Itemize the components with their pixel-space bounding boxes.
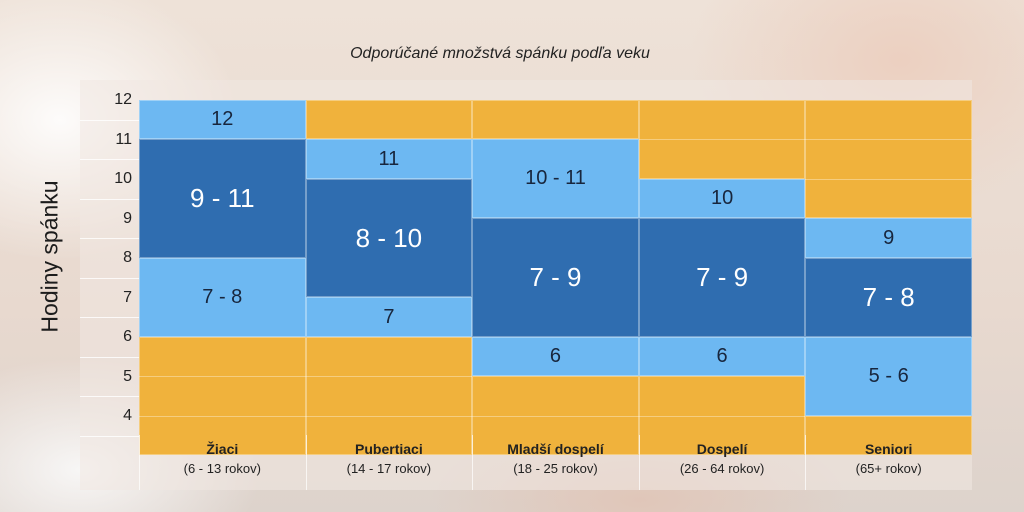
band-may-be-appropriate: 5 - 6 bbox=[805, 336, 972, 416]
gridline bbox=[472, 415, 639, 417]
band-not-recommended bbox=[472, 99, 639, 140]
category-name: Mladší dospelí bbox=[507, 441, 604, 457]
column-divider bbox=[805, 435, 807, 490]
gridline bbox=[805, 178, 972, 180]
band-may-be-appropriate: 10 - 11 bbox=[472, 139, 639, 219]
band-may-be-appropriate: 6 bbox=[472, 336, 639, 377]
y-tick-label: 12 bbox=[114, 91, 132, 108]
category-age: (6 - 13 rokov) bbox=[183, 461, 261, 476]
category-name: Žiaci bbox=[206, 441, 239, 457]
gridline bbox=[80, 159, 139, 160]
chart-title: Odporúčané množstvá spánku podľa veku bbox=[350, 45, 650, 62]
gridline bbox=[80, 435, 139, 437]
x-category-label: Žiaci (6 - 13 rokov) bbox=[139, 440, 306, 485]
y-tick-label: 5 bbox=[123, 367, 132, 385]
y-axis-label: Hodiny spánku bbox=[36, 180, 63, 333]
category-name: Dospelí bbox=[696, 441, 748, 457]
band-not-recommended bbox=[638, 99, 806, 179]
gridline bbox=[80, 317, 139, 318]
gridline bbox=[80, 356, 139, 358]
band-recommended: 7 - 9 bbox=[638, 218, 806, 337]
gridline bbox=[805, 139, 972, 141]
category-name: Seniori bbox=[864, 441, 913, 457]
column-divider bbox=[638, 435, 640, 490]
gridline bbox=[305, 376, 473, 378]
gridline bbox=[139, 415, 306, 417]
band-recommended: 7 - 8 bbox=[805, 257, 972, 337]
y-tick-label: 7 bbox=[123, 288, 132, 306]
band-not-recommended bbox=[139, 336, 306, 456]
gridline bbox=[80, 238, 139, 239]
category-name: Pubertiaci bbox=[355, 441, 423, 457]
band-not-recommended bbox=[805, 415, 972, 456]
band-may-be-appropriate: 9 bbox=[805, 218, 972, 258]
column-divider bbox=[139, 435, 140, 490]
category-age: (65+ rokov) bbox=[855, 461, 922, 476]
gridline bbox=[638, 415, 806, 417]
category-age: (14 - 17 rokov) bbox=[346, 461, 432, 476]
x-category-label: Pubertiaci (14 - 17 rokov) bbox=[306, 440, 473, 485]
category-age: (26 - 64 rokov) bbox=[679, 461, 765, 476]
gridline bbox=[80, 119, 139, 121]
y-tick-label: 4 bbox=[123, 407, 132, 424]
band-may-be-appropriate: 10 bbox=[638, 178, 806, 219]
band-not-recommended bbox=[305, 99, 473, 140]
y-tick-label: 6 bbox=[123, 328, 132, 345]
x-category-label: Seniori (65+ rokov) bbox=[805, 440, 972, 485]
gridline bbox=[80, 198, 139, 200]
gridline bbox=[638, 139, 806, 141]
band-not-recommended bbox=[638, 376, 806, 456]
y-tick-label: 11 bbox=[115, 130, 132, 148]
band-recommended: 9 - 11 bbox=[139, 139, 306, 258]
y-tick-label: 9 bbox=[123, 209, 132, 227]
band-may-be-appropriate: 7 bbox=[305, 297, 473, 337]
y-tick-label: 10 bbox=[114, 170, 132, 187]
column-divider bbox=[305, 435, 307, 490]
band-not-recommended bbox=[472, 376, 639, 456]
gridline bbox=[305, 415, 473, 417]
x-category-label: Dospelí (26 - 64 rokov) bbox=[639, 440, 806, 485]
gridline bbox=[80, 396, 139, 397]
column-divider bbox=[472, 435, 474, 490]
band-may-be-appropriate: 7 - 8 bbox=[139, 257, 306, 337]
x-category-label: Mladší dospelí (18 - 25 rokov) bbox=[472, 440, 639, 485]
band-recommended: 8 - 10 bbox=[305, 178, 473, 298]
band-not-recommended bbox=[805, 99, 972, 219]
band-may-be-appropriate: 11 bbox=[305, 139, 473, 179]
category-age: (18 - 25 rokov) bbox=[513, 461, 598, 476]
band-recommended: 7 - 9 bbox=[472, 218, 639, 337]
gridline bbox=[80, 277, 139, 279]
gridline bbox=[139, 376, 306, 378]
y-tick-label: 8 bbox=[123, 249, 132, 266]
band-not-recommended bbox=[305, 336, 473, 456]
band-may-be-appropriate: 12 bbox=[139, 99, 306, 140]
band-may-be-appropriate: 6 bbox=[638, 336, 806, 377]
